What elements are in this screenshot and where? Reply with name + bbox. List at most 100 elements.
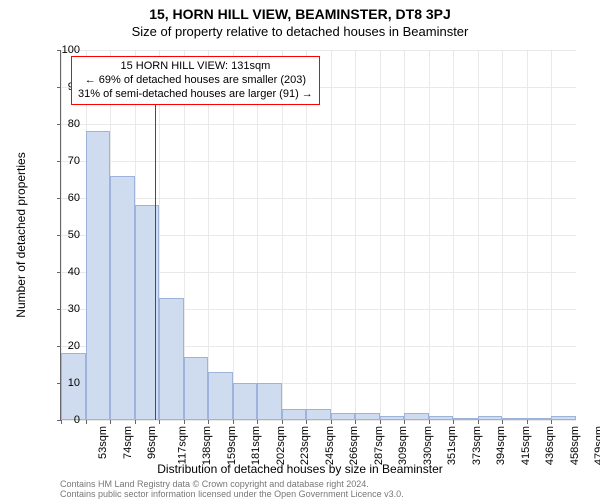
- annotation-line-2: ← 69% of detached houses are smaller (20…: [78, 74, 313, 88]
- xtick-mark: [208, 420, 209, 424]
- xtick-mark: [502, 420, 503, 424]
- gridline-v: [478, 50, 479, 420]
- histogram-bar: [453, 418, 478, 420]
- gridline-v: [257, 50, 258, 420]
- histogram-bar: [282, 409, 307, 420]
- xtick-label: 351sqm: [446, 426, 458, 465]
- histogram-bar: [331, 413, 356, 420]
- histogram-bar: [478, 416, 503, 420]
- annotation-line-1: 15 HORN HILL VIEW: 131sqm: [78, 60, 313, 74]
- xtick-mark: [551, 420, 552, 424]
- xtick-mark: [135, 420, 136, 424]
- xtick-mark: [331, 420, 332, 424]
- histogram-bar: [551, 416, 576, 420]
- histogram-bar: [86, 131, 111, 420]
- xtick-label: 373sqm: [471, 426, 483, 465]
- histogram-bar: [184, 357, 209, 420]
- gridline-v: [306, 50, 307, 420]
- xtick-label: 74sqm: [122, 426, 134, 459]
- gridline-v: [208, 50, 209, 420]
- histogram-bar: [306, 409, 331, 420]
- reference-line: [155, 100, 156, 420]
- histogram-bar: [429, 416, 454, 420]
- xtick-mark: [404, 420, 405, 424]
- xtick-mark: [429, 420, 430, 424]
- ytick-label: 60: [50, 192, 80, 204]
- footer-line-1: Contains HM Land Registry data © Crown c…: [60, 479, 404, 489]
- xtick-mark: [282, 420, 283, 424]
- gridline-v: [404, 50, 405, 420]
- histogram-bar: [110, 176, 135, 420]
- histogram-bar: [404, 413, 429, 420]
- ytick-label: 80: [50, 118, 80, 130]
- gridline-h: [61, 161, 576, 162]
- sub-title: Size of property relative to detached ho…: [0, 24, 600, 39]
- xtick-label: 394sqm: [496, 426, 508, 465]
- xtick-label: 202sqm: [275, 426, 287, 465]
- xtick-label: 181sqm: [250, 426, 262, 465]
- histogram-bar: [233, 383, 258, 420]
- xtick-mark: [159, 420, 160, 424]
- ytick-label: 30: [50, 303, 80, 315]
- gridline-v: [233, 50, 234, 420]
- xtick-label: 53sqm: [97, 426, 109, 459]
- xtick-mark: [184, 420, 185, 424]
- xtick-mark: [380, 420, 381, 424]
- annotation-line-3: 31% of semi-detached houses are larger (…: [78, 88, 313, 102]
- xtick-mark: [478, 420, 479, 424]
- ytick-label: 10: [50, 377, 80, 389]
- xtick-mark: [453, 420, 454, 424]
- main-title: 15, HORN HILL VIEW, BEAMINSTER, DT8 3PJ: [0, 6, 600, 22]
- gridline-h: [61, 50, 576, 51]
- xtick-mark: [86, 420, 87, 424]
- xtick-label: 479sqm: [594, 426, 600, 465]
- gridline-v: [551, 50, 552, 420]
- annotation-box: 15 HORN HILL VIEW: 131sqm ← 69% of detac…: [71, 56, 320, 105]
- gridline-v: [502, 50, 503, 420]
- ytick-label: 70: [50, 155, 80, 167]
- ytick-label: 0: [50, 414, 80, 426]
- footer: Contains HM Land Registry data © Crown c…: [60, 479, 404, 500]
- histogram-bar: [159, 298, 184, 420]
- chart-container: 15, HORN HILL VIEW, BEAMINSTER, DT8 3PJ …: [0, 0, 600, 500]
- gridline-v: [355, 50, 356, 420]
- gridline-h: [61, 124, 576, 125]
- xtick-label: 159sqm: [226, 426, 238, 465]
- xtick-label: 415sqm: [520, 426, 532, 465]
- gridline-v: [331, 50, 332, 420]
- histogram-bar: [208, 372, 233, 420]
- xtick-mark: [355, 420, 356, 424]
- ytick-label: 20: [50, 340, 80, 352]
- xtick-label: 287sqm: [373, 426, 385, 465]
- xtick-label: 266sqm: [348, 426, 360, 465]
- xtick-mark: [257, 420, 258, 424]
- xtick-mark: [527, 420, 528, 424]
- xtick-label: 245sqm: [324, 426, 336, 465]
- xtick-mark: [306, 420, 307, 424]
- xtick-label: 309sqm: [397, 426, 409, 465]
- gridline-v: [380, 50, 381, 420]
- y-axis-label: Number of detached properties: [14, 152, 28, 317]
- xtick-label: 138sqm: [201, 426, 213, 465]
- xtick-label: 330sqm: [422, 426, 434, 465]
- xtick-mark: [233, 420, 234, 424]
- histogram-bar: [257, 383, 282, 420]
- gridline-h: [61, 420, 576, 421]
- histogram-bar: [355, 413, 380, 420]
- ytick-label: 50: [50, 229, 80, 241]
- gridline-v: [282, 50, 283, 420]
- plot-area: 15 HORN HILL VIEW: 131sqm ← 69% of detac…: [60, 50, 576, 421]
- xtick-label: 458sqm: [569, 426, 581, 465]
- gridline-h: [61, 198, 576, 199]
- ytick-label: 40: [50, 266, 80, 278]
- histogram-bar: [380, 416, 405, 420]
- histogram-bar: [527, 418, 552, 420]
- histogram-bar: [502, 418, 527, 420]
- xtick-label: 117sqm: [176, 426, 188, 464]
- xtick-mark: [110, 420, 111, 424]
- xtick-label: 436sqm: [545, 426, 557, 465]
- xtick-label: 223sqm: [299, 426, 311, 465]
- ytick-label: 100: [50, 44, 80, 56]
- gridline-v: [453, 50, 454, 420]
- footer-line-2: Contains public sector information licen…: [60, 489, 404, 499]
